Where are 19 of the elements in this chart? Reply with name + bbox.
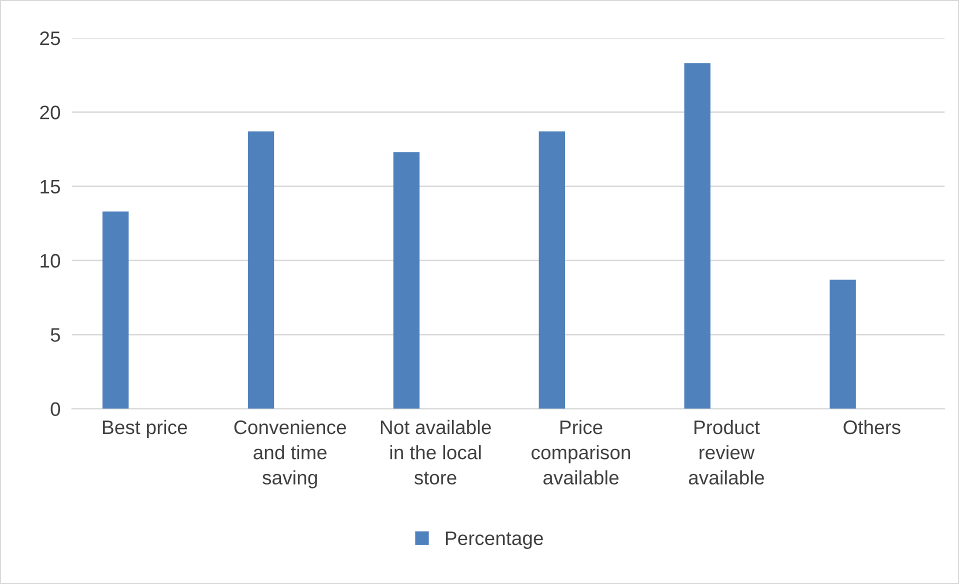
bar [684, 63, 710, 409]
x-tick-label: Convenience and time saving [234, 420, 346, 488]
y-tick-label: 25 [40, 31, 60, 46]
y-tick-label: 10 [40, 254, 60, 268]
bar [538, 131, 565, 409]
x-tick-label: Others [844, 420, 900, 434]
x-tick-label: Price comparison available [532, 420, 630, 485]
y-tick-label: 15 [40, 180, 60, 194]
x-tick-label: Product review available [688, 420, 764, 485]
legend-label: Percentage [446, 532, 543, 549]
y-tick-label: 0 [50, 402, 60, 416]
y-tick-label: 5 [50, 328, 60, 342]
bar [393, 152, 420, 409]
x-tick-label: Not available in the local store [380, 420, 491, 485]
bar [102, 212, 129, 409]
y-tick-label: 20 [40, 106, 60, 120]
bar [248, 131, 274, 409]
x-tick-label: Best price [103, 420, 188, 438]
bar [830, 280, 856, 409]
